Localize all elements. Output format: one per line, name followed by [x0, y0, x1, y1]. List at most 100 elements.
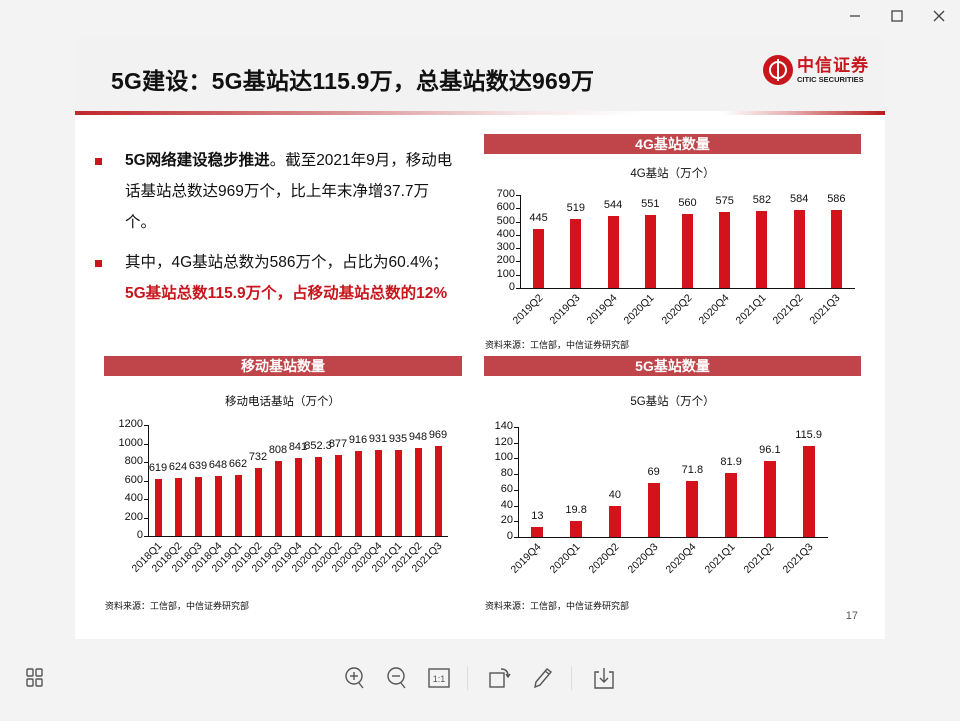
y-tick-label: 20 [500, 514, 513, 527]
bar [154, 478, 162, 536]
bar [830, 210, 842, 288]
bullet-square-icon [95, 260, 102, 267]
bar [314, 457, 322, 536]
bar [686, 480, 699, 537]
y-tick-label: 0 [508, 281, 515, 293]
y-tick-mark [516, 208, 520, 210]
y-tick-mark [516, 248, 520, 250]
bar-value-label: 619 [148, 461, 168, 474]
x-axis [520, 288, 855, 289]
slide-title: 5G建设：5G基站达115.9万，总基站数达969万 [111, 68, 595, 94]
y-tick-mark [144, 517, 148, 519]
zoom-out-icon [387, 667, 406, 689]
zoom-out-button[interactable] [384, 665, 410, 691]
maximize-button[interactable] [876, 0, 918, 32]
bullet-list: 5G网络建设稳步推进。截至2021年9月，移动电话基站总数达969万个，比上年末… [95, 145, 455, 318]
y-tick-mark [144, 443, 148, 445]
header-divider [75, 111, 885, 115]
zoom-in-button[interactable] [342, 665, 368, 691]
bar-value-label: 69 [647, 465, 660, 478]
y-tick-mark [514, 442, 518, 444]
bar [793, 210, 805, 288]
y-tick-mark [514, 537, 518, 538]
y-tick-label: 140 [494, 420, 513, 432]
x-tick-label: 2020Q2 [659, 292, 694, 327]
y-tick-mark [144, 536, 148, 537]
y-tick-label: 100 [494, 451, 513, 464]
x-axis [148, 536, 448, 537]
y-tick-mark [516, 261, 520, 263]
pencil-icon [534, 668, 553, 689]
thumbnails-button[interactable] [22, 665, 48, 691]
chart-source-note: 资料来源：工信部，中信证券研究部 [485, 340, 630, 350]
bar-value-label: 544 [603, 198, 623, 211]
bullet-square-icon [95, 158, 102, 165]
svg-text:1:1: 1:1 [433, 674, 446, 684]
rotate-button[interactable] [488, 665, 514, 691]
actual-size-button[interactable]: 1:1 [426, 665, 452, 691]
toolbar-divider [571, 666, 572, 690]
citic-logo-icon [763, 55, 793, 85]
y-tick-label: 600 [124, 473, 143, 486]
bar [254, 468, 262, 536]
x-tick-label: 2019Q4 [584, 292, 620, 327]
chart-title: 5G基站（万个） [630, 396, 715, 408]
y-tick-label: 1200 [118, 418, 143, 430]
y-axis [148, 425, 149, 536]
bar-value-label: 13 [531, 509, 544, 522]
x-tick-label: 2021Q1 [702, 541, 738, 576]
x-tick-label: 2021Q2 [770, 292, 806, 327]
logo-text-en: CITIC SECURITIES [797, 74, 864, 84]
close-icon [933, 10, 945, 22]
bullet-text: 。截至2021年9月，移动电话基站总数达969万个，比上年末净增37.7万个。 [125, 152, 453, 231]
close-button[interactable] [918, 0, 960, 32]
chart-mobile-stations: 移动电话基站（万个） 0 200 400 600 800 1000 1200 619 2018Q1… [100, 377, 465, 611]
bullet-item: 其中，4G基站总数为586万个，占比为60.4%； 5G基站总数115.9万个，占… [95, 247, 455, 309]
logo-text-cn: 中信证券 [797, 55, 869, 76]
bar-value-label: 877 [328, 437, 348, 450]
bar-value-label: 948 [408, 431, 428, 444]
bar-value-label: 560 [678, 196, 697, 209]
x-tick-label: 2019Q2 [510, 292, 546, 327]
chart-title: 移动电话基站（万个） [225, 396, 340, 408]
x-tick-label: 2021Q2 [741, 541, 777, 576]
zoom-in-icon [345, 667, 364, 689]
bar [608, 505, 621, 537]
bar-value-label: 551 [641, 197, 660, 210]
bar [214, 476, 222, 536]
x-tick-label: 2020Q4 [663, 541, 699, 576]
minimize-button[interactable] [834, 0, 876, 32]
y-tick-label: 400 [124, 492, 143, 504]
save-button[interactable] [591, 665, 617, 691]
bar [414, 448, 422, 536]
bullet-item: 5G网络建设稳步推进。截至2021年9月，移动电话基站总数达969万个，比上年末… [95, 145, 455, 238]
y-tick-mark [514, 505, 518, 507]
y-tick-mark [514, 427, 518, 428]
bar [607, 215, 619, 288]
y-tick-mark [514, 458, 518, 460]
bar-value-label: 19.8 [565, 504, 587, 517]
y-axis [518, 427, 519, 537]
viewer-toolbar: 1:1 [0, 645, 960, 721]
bar-value-label: 445 [529, 211, 548, 224]
bar [719, 211, 731, 288]
x-tick-label: 2019Q3 [547, 292, 583, 327]
chart-source-note: 资料来源：工信部，中信证券研究部 [105, 601, 250, 611]
toolbar-divider [467, 666, 468, 690]
bar-value-label: 648 [208, 459, 228, 472]
chart-title: 4G基站（万个） [630, 168, 715, 180]
x-tick-label: 2020Q1 [621, 292, 657, 327]
bar [194, 476, 202, 536]
bar [763, 461, 776, 537]
annotate-button[interactable] [530, 665, 556, 691]
y-tick-label: 500 [496, 214, 515, 227]
bar [682, 213, 693, 288]
x-tick-label: 2019Q4 [508, 541, 544, 576]
y-tick-label: 0 [506, 530, 513, 542]
bar [334, 454, 342, 536]
bar-value-label: 808 [268, 444, 288, 457]
x-tick-label: 2020Q3 [625, 541, 661, 576]
y-tick-mark [144, 480, 148, 482]
bar-value-label: 586 [827, 193, 846, 206]
panel-title-4g: 4G基站数量 [484, 134, 861, 154]
